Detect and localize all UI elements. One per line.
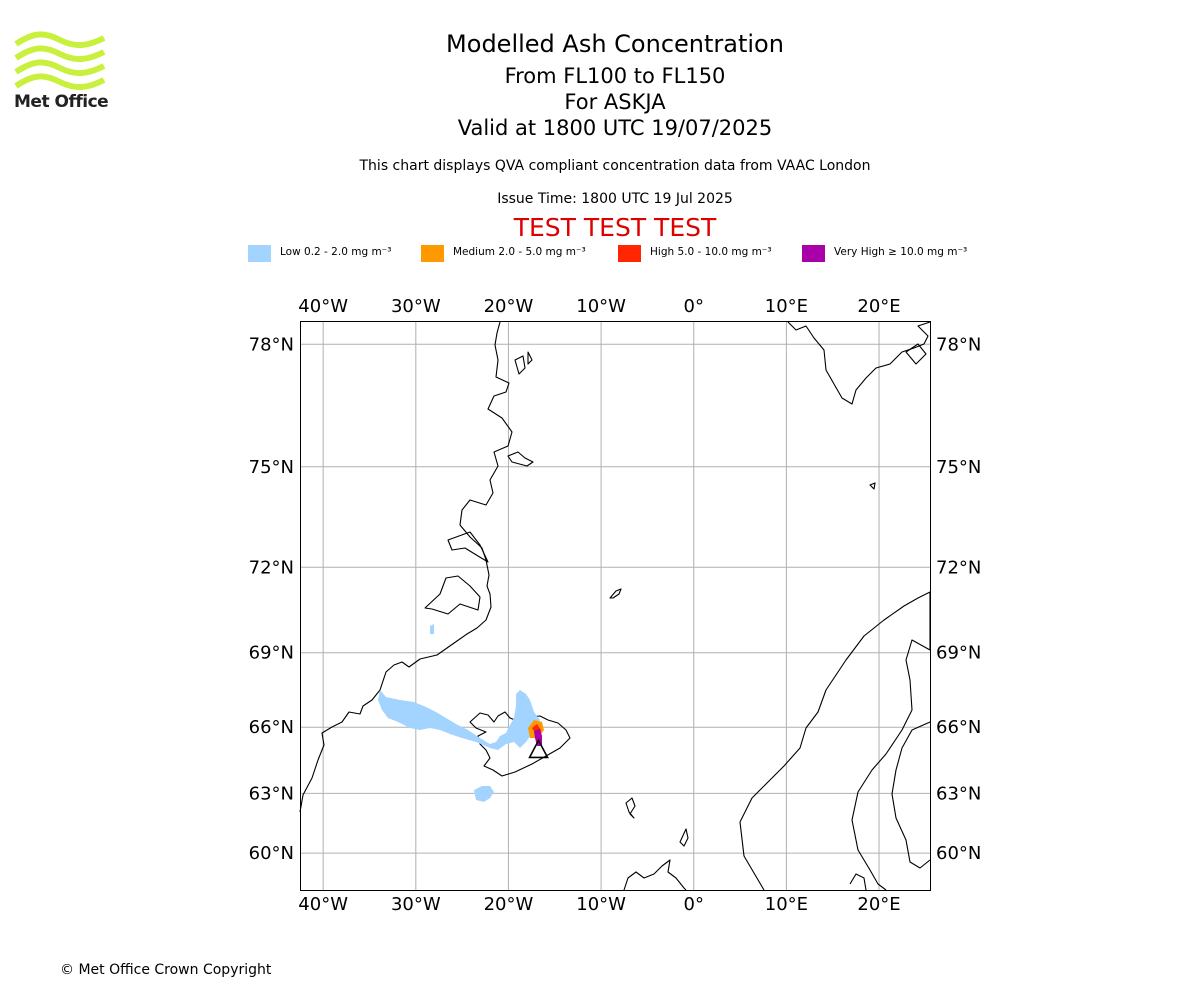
tick-label-lat-left: 66°N <box>249 717 294 738</box>
legend-label-low: Low 0.2 - 2.0 mg m⁻³ <box>280 246 392 258</box>
tick-label-lon-top: 0° <box>684 296 704 317</box>
coastline-greenland-fjord <box>447 531 489 563</box>
logo-text: Met Office <box>14 92 109 112</box>
tick-label-lon-bottom: 30°W <box>391 894 441 915</box>
copyright-notice: © Met Office Crown Copyright <box>60 962 272 978</box>
coastline-greenland-island <box>507 451 534 467</box>
legend-swatch-very-high <box>802 245 825 262</box>
coastline-scotland <box>623 859 687 891</box>
tick-label-lat-right: 75°N <box>936 457 981 478</box>
tick-label-lon-bottom: 20°E <box>857 894 900 915</box>
coastline-shetland <box>679 828 689 847</box>
coastline-faroe-islands <box>625 797 636 819</box>
coastline-finland <box>891 721 931 869</box>
tick-label-lon-bottom: 20°W <box>484 894 534 915</box>
tick-label-lat-right: 60°N <box>936 843 981 864</box>
tick-label-lat-left: 78°N <box>249 334 294 355</box>
legend-label-medium: Medium 2.0 - 5.0 mg m⁻³ <box>453 246 586 258</box>
graticule <box>300 321 930 890</box>
valid-time: Valid at 1800 UTC 19/07/2025 <box>457 116 773 140</box>
map-frame <box>300 321 931 891</box>
coastline-svalbard-island <box>905 343 927 365</box>
tick-label-lon-bottom: 0° <box>684 894 704 915</box>
legend-label-high: High 5.0 - 10.0 mg m⁻³ <box>650 246 772 258</box>
tick-label-lat-left: 69°N <box>249 643 294 664</box>
tick-label-lat-left: 63°N <box>249 783 294 804</box>
tick-label-lon-bottom: 40°W <box>298 894 348 915</box>
legend-swatch-low <box>248 245 271 262</box>
volcano-name: For ASKJA <box>564 90 666 114</box>
ash-area-low <box>430 624 434 634</box>
coastline-denmark <box>849 873 867 891</box>
ash-area-low <box>474 786 494 802</box>
volcano-marker-icon <box>528 738 549 759</box>
tick-label-lon-top: 10°E <box>765 296 808 317</box>
coastline-greenland-island <box>514 355 526 375</box>
flight-levels: From FL100 to FL150 <box>504 64 726 88</box>
tick-label-lat-right: 69°N <box>936 643 981 664</box>
chart-title: Modelled Ash Concentration <box>446 30 784 58</box>
tick-label-lat-left: 75°N <box>249 457 294 478</box>
tick-label-lat-right: 72°N <box>936 557 981 578</box>
met-office-logo <box>14 31 106 90</box>
coastline-greenland-island <box>527 351 533 365</box>
coastline-svalbard <box>787 321 931 405</box>
coastline-iceland <box>469 711 571 777</box>
tick-label-lat-left: 60°N <box>249 843 294 864</box>
tick-label-lon-top: 20°W <box>484 296 534 317</box>
tick-label-lat-right: 66°N <box>936 717 981 738</box>
ash-concentration <box>378 624 544 802</box>
coastlines <box>299 321 931 891</box>
coastline-jan-mayen <box>609 588 622 599</box>
axis-labels: 40°W 40°W 30°W 30°W 20°W 20°W 10°W 10°W 0° 0° 10°E… <box>249 296 982 915</box>
coastline-greenland <box>299 321 513 813</box>
tick-label-lon-top: 30°W <box>391 296 441 317</box>
tick-label-lat-left: 72°N <box>249 557 294 578</box>
tick-label-lat-right: 63°N <box>936 783 981 804</box>
coastline-greenland-fjord <box>424 575 481 615</box>
issue-time: Issue Time: 1800 UTC 19 Jul 2025 <box>497 191 733 207</box>
tick-label-lon-top: 20°E <box>857 296 900 317</box>
legend-swatch-high <box>618 245 641 262</box>
legend-swatch-medium <box>421 245 444 262</box>
tick-label-lon-bottom: 10°E <box>765 894 808 915</box>
legend-label-very-high: Very High ≥ 10.0 mg m⁻³ <box>834 246 968 258</box>
ash-area-low <box>378 690 540 750</box>
tick-label-lon-top: 10°W <box>576 296 626 317</box>
test-warning: TEST TEST TEST <box>513 213 717 242</box>
coastline-bear-island <box>869 482 876 490</box>
tick-label-lon-bottom: 10°W <box>576 894 626 915</box>
compliance-note: This chart displays QVA compliant concen… <box>359 158 871 174</box>
coastline-scandinavia <box>739 591 931 891</box>
tick-label-lon-top: 40°W <box>298 296 348 317</box>
tick-label-lat-right: 78°N <box>936 334 981 355</box>
